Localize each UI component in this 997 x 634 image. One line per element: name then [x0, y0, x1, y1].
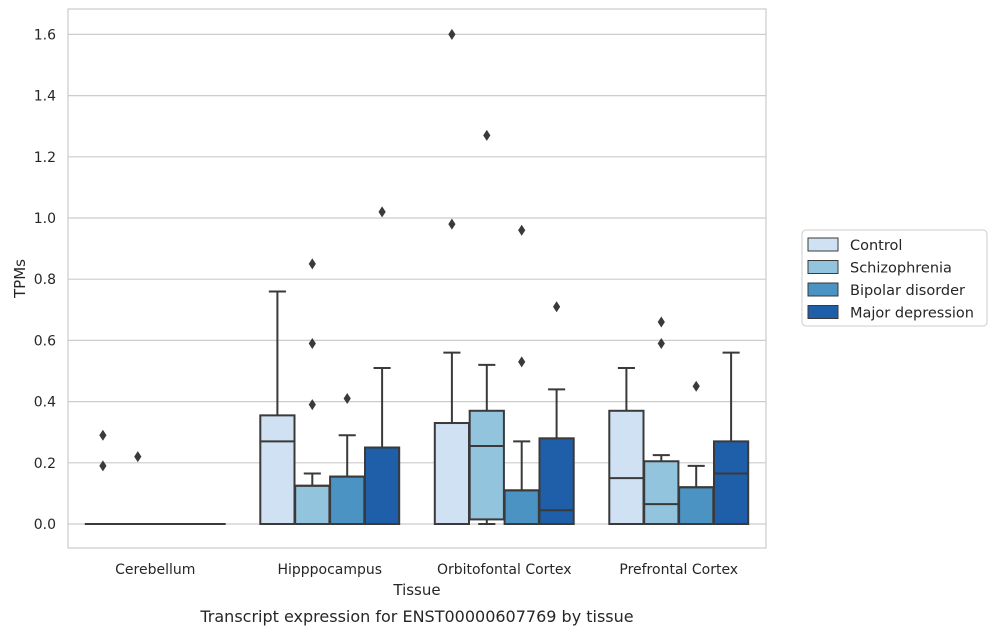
- box-schizophrenia: [643, 316, 680, 525]
- outlier-point: [99, 429, 107, 441]
- y-tick-label: 1.6: [34, 27, 56, 43]
- box-major-depression: [363, 206, 401, 525]
- box-bipolar-disorder: [503, 224, 540, 525]
- box-bipolar-disorder: [678, 380, 715, 525]
- box-bipolar-disorder: [329, 393, 366, 526]
- outlier-point: [692, 380, 700, 392]
- y-tick-label: 0.6: [34, 333, 56, 349]
- legend-swatch: [807, 237, 839, 252]
- y-tick-labels: 0.0 0.2 0.4 0.6 0.8 1.0 1.2 1.4 1.6: [34, 27, 56, 533]
- box-iqr: [468, 409, 505, 521]
- x-axis-label: Tissue: [392, 581, 440, 599]
- y-tick-label: 0.0: [34, 517, 56, 533]
- box-schizophrenia: [468, 129, 505, 525]
- box-iqr: [643, 460, 680, 525]
- outlier-point: [518, 224, 526, 236]
- box-iqr: [363, 446, 401, 525]
- legend-item: Major depression: [807, 305, 974, 322]
- outlier-point: [448, 28, 456, 40]
- box-iqr: [712, 440, 750, 526]
- y-tick-label: 1.4: [34, 89, 56, 105]
- outlier-point: [99, 460, 107, 472]
- box-schizophrenia: [119, 451, 156, 526]
- box-control: [84, 429, 122, 526]
- box-iqr: [294, 484, 331, 525]
- legend-label: Schizophrenia: [850, 261, 952, 277]
- y-tick-label: 1.2: [34, 150, 56, 166]
- legend-swatch: [807, 260, 839, 274]
- legend-item: Bipolar disorder: [807, 282, 965, 299]
- box-iqr: [678, 486, 715, 525]
- outlier-point: [657, 337, 665, 349]
- outlier-point: [308, 337, 316, 349]
- outlier-point: [308, 258, 316, 270]
- x-tick-labels: Cerebellum Hipppocampus Orbitofontal Corte…: [115, 562, 738, 578]
- outlier-point: [553, 301, 561, 313]
- plot-frame: [67, 8, 767, 549]
- legend-swatch: [807, 305, 839, 319]
- chart-caption: Transcript expression for ENST0000060776…: [199, 607, 633, 626]
- box-iqr: [608, 409, 645, 525]
- x-tick-label: Hipppocampus: [277, 562, 382, 578]
- outlier-point: [308, 399, 316, 411]
- box-iqr: [259, 414, 296, 525]
- box-iqr: [433, 422, 471, 525]
- box-layer: [84, 28, 750, 526]
- y-axis-label: TPMs: [11, 259, 29, 299]
- box-control: [433, 28, 471, 525]
- outlier-point: [657, 316, 665, 328]
- x-tick-label: Cerebellum: [115, 562, 195, 578]
- outlier-point: [483, 129, 491, 141]
- box-schizophrenia: [294, 258, 331, 525]
- legend-label: Bipolar disorder: [850, 283, 965, 299]
- box-iqr: [329, 475, 366, 526]
- legend: Control Schizophrenia Bipolar disorder Majo…: [801, 229, 988, 327]
- y-tick-label: 0.2: [34, 456, 56, 472]
- outlier-point: [343, 393, 351, 405]
- outlier-point: [378, 206, 386, 218]
- legend-item: Schizophrenia: [807, 260, 952, 277]
- y-tick-label: 0.8: [34, 272, 56, 288]
- grid-lines: [68, 33, 766, 525]
- y-tick-label: 1.0: [34, 211, 56, 227]
- box-iqr: [503, 489, 540, 525]
- box-control: [259, 290, 296, 525]
- y-tick-label: 0.4: [34, 395, 56, 411]
- legend-swatch: [807, 282, 839, 297]
- legend-item: Control: [807, 237, 902, 254]
- box-control: [608, 366, 645, 525]
- outlier-point: [518, 356, 526, 368]
- legend-frame: [801, 229, 988, 327]
- x-tick-label: Orbitofontal Cortex: [437, 562, 572, 578]
- outlier-point: [448, 218, 456, 230]
- legend-label: Control: [850, 238, 902, 254]
- box-major-depression: [538, 301, 575, 526]
- legend-label: Major depression: [850, 306, 974, 322]
- box-major-depression: [712, 351, 750, 526]
- outlier-point: [134, 451, 142, 463]
- x-tick-label: Prefrontal Cortex: [619, 562, 738, 578]
